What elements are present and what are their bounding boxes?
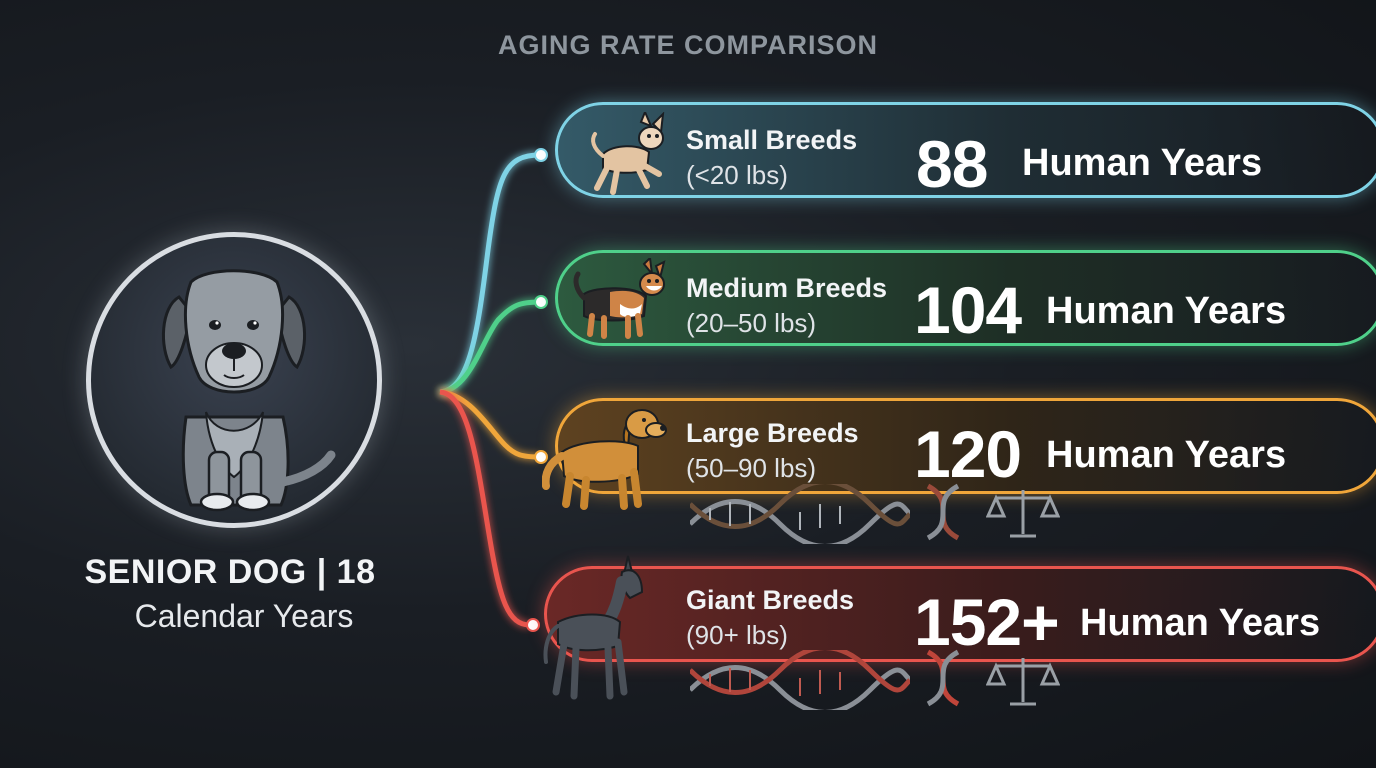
dna-icon [926,649,960,707]
golden-retriever-icon [542,409,667,510]
hero-circle [86,232,382,528]
card-medium-unit: Human Years [1046,290,1287,332]
card-giant-breeds [544,566,1376,662]
card-large-breeds [555,398,1376,494]
node-small [534,148,548,162]
connector-large [439,389,541,460]
card-medium-weight: (20–50 lbs) [686,308,817,338]
senior-dog-icon [161,269,336,512]
card-large-weight: (50–90 lbs) [686,453,817,483]
connector-giant [439,389,531,628]
dna-icon [690,484,910,544]
card-small-value: 88 [916,127,988,201]
node-giant [526,618,540,632]
card-giant-unit: Human Years [1080,602,1321,644]
card-medium-value: 104 [914,273,1022,347]
card-small-unit: Human Years [1022,142,1263,184]
chart-title: AGING RATE COMPARISON [497,30,878,60]
card-giant-name: Giant Breeds [686,585,855,615]
card-giant-weight: (90+ lbs) [686,620,788,650]
card-medium-name: Medium Breeds [686,273,888,303]
dna-icon [690,650,910,710]
card-small-breeds [555,102,1376,198]
card-small-name: Small Breeds [686,125,858,155]
great-dane-icon [543,555,644,700]
hero-unit-label: Calendar Years [134,598,354,634]
node-medium [534,295,548,309]
connector-medium [439,299,541,395]
hero-age-label: SENIOR DOG | 18 [84,553,376,591]
scale-icon [986,490,1060,538]
dna-icon [926,483,960,541]
card-large-name: Large Breeds [686,418,859,448]
card-small-weight: (<20 lbs) [686,160,788,190]
scale-icon [986,658,1060,706]
card-giant-value: 152+ [914,585,1060,659]
card-medium-breeds [555,250,1376,346]
corgi-icon [573,258,666,339]
card-large-unit: Human Years [1046,434,1287,476]
card-large-value: 120 [914,417,1022,491]
node-large [534,450,548,464]
connector-small [439,152,541,395]
chihuahua-icon [591,112,665,195]
